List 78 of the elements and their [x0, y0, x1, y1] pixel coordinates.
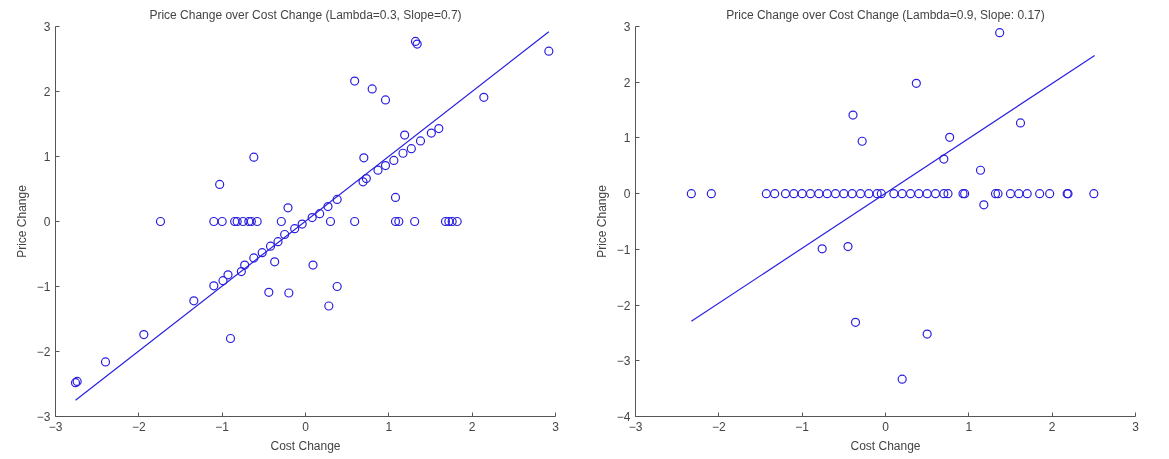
x-tick-label: −1 — [215, 419, 230, 434]
point — [839, 189, 849, 199]
x-axis-title: Cost Change — [850, 438, 921, 453]
x-tick-label: 0 — [302, 419, 310, 434]
y-tick-label: 0 — [43, 215, 51, 229]
point — [1014, 189, 1024, 199]
y-tick-label: 0 — [623, 187, 631, 202]
point — [830, 189, 841, 199]
y-tick-label: −1 — [36, 280, 51, 294]
x-tick-label: −2 — [131, 419, 146, 434]
point — [857, 136, 867, 146]
y-tick-label: 3 — [623, 20, 631, 34]
point — [939, 154, 949, 164]
point — [1089, 189, 1099, 199]
x-tick-label: 1 — [965, 419, 973, 434]
point — [922, 329, 932, 339]
point — [1022, 189, 1032, 199]
point — [939, 189, 949, 199]
point — [911, 78, 921, 88]
y-tick-label: 1 — [43, 150, 51, 164]
x-tick-label: −1 — [795, 419, 810, 434]
x-tick-label: 3 — [552, 419, 560, 434]
x-tick-label: 0 — [882, 419, 890, 434]
point — [864, 189, 874, 199]
point — [817, 244, 827, 254]
y-tick-label: −2 — [36, 345, 51, 359]
y-tick-label: 3 — [43, 20, 51, 34]
point — [914, 189, 924, 199]
point — [686, 189, 696, 199]
point — [1035, 189, 1045, 199]
point — [1015, 118, 1026, 128]
point — [905, 189, 916, 199]
chart-title: Price Change over Cost Change (Lambda=0.9, Slope: 0.17) — [726, 7, 1045, 22]
point — [770, 189, 780, 199]
x-tick-label: 1 — [385, 419, 393, 434]
point — [930, 189, 941, 199]
point — [822, 189, 832, 199]
y-axis-title: Price Change — [14, 184, 29, 258]
point — [797, 189, 807, 199]
point — [847, 189, 857, 199]
point — [848, 110, 858, 120]
point — [945, 132, 955, 142]
x-tick-label: −2 — [711, 419, 726, 434]
point — [789, 189, 799, 199]
point — [1005, 189, 1016, 199]
y-tick-label: 1 — [623, 131, 631, 146]
x-tick-label: 2 — [468, 419, 476, 434]
point — [897, 189, 907, 199]
point — [843, 241, 853, 252]
chart-title: Price Change over Cost Change (Lambda=0.3, Slope=0.7) — [149, 7, 462, 22]
point — [814, 189, 824, 199]
y-tick-label: −1 — [616, 242, 631, 257]
point — [897, 374, 907, 384]
point — [706, 189, 716, 199]
y-tick-label: 2 — [623, 75, 631, 90]
point — [979, 200, 989, 210]
y-tick-label: −3 — [36, 410, 51, 424]
point — [805, 189, 816, 199]
y-tick-label: −2 — [616, 298, 631, 313]
point — [943, 189, 953, 199]
point — [995, 28, 1005, 38]
x-tick-label: 3 — [1132, 419, 1140, 434]
y-tick-label: 2 — [43, 85, 51, 99]
y-tick-label: −3 — [616, 354, 631, 369]
point — [876, 189, 886, 199]
point — [761, 189, 771, 199]
point — [780, 189, 791, 199]
point — [855, 189, 866, 199]
y-axis-title: Price Change — [594, 184, 609, 258]
point — [850, 317, 861, 327]
point — [1045, 189, 1055, 199]
point — [922, 189, 932, 199]
x-axis-title: Cost Change — [270, 438, 341, 453]
point — [975, 165, 986, 175]
y-tick-label: −4 — [616, 410, 631, 424]
point — [889, 189, 899, 199]
point — [872, 189, 882, 199]
x-tick-label: 2 — [1048, 419, 1056, 434]
